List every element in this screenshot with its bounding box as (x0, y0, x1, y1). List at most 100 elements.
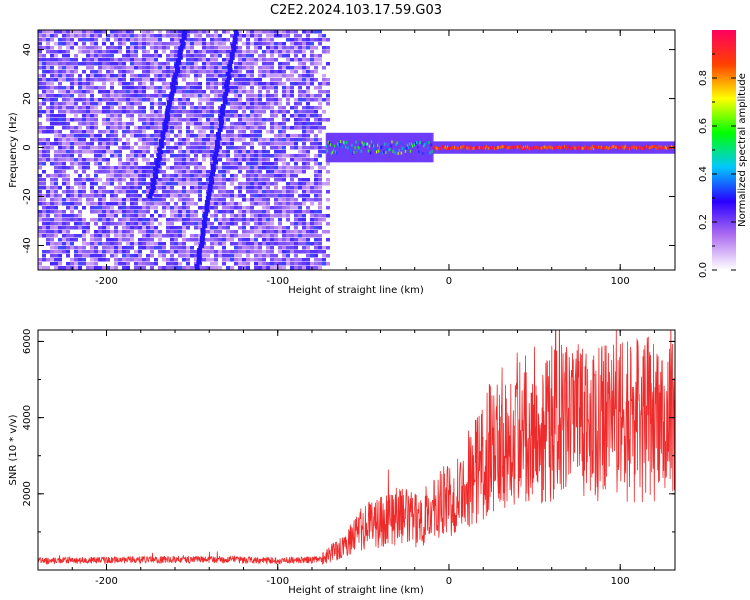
spectrogram-cell (74, 258, 78, 262)
spectrogram-cell (162, 202, 166, 206)
spectrogram-cell (258, 130, 262, 134)
spectrogram-cell (134, 158, 138, 162)
spectrogram-cell (138, 98, 142, 102)
spectrogram-cell (38, 202, 42, 206)
spectrogram-cell (98, 234, 102, 238)
spectrogram-cell (134, 166, 138, 170)
spectrogram-cell (38, 230, 42, 234)
spectrogram-cell (246, 94, 250, 98)
spectrogram-cell (102, 250, 106, 254)
spectrogram-cell (278, 202, 282, 206)
spectrogram-cell (218, 34, 222, 38)
spectrogram-cell (238, 242, 242, 246)
spectrogram-cell (142, 166, 146, 170)
spectrogram-cell (106, 34, 110, 38)
spectrogram-cell (166, 262, 170, 266)
spectrogram-cell (78, 146, 82, 150)
spectrogram-cell (226, 50, 230, 54)
spectrogram-cell (314, 170, 318, 174)
spectrogram-cell (158, 38, 162, 42)
spectrogram-cell (62, 34, 66, 38)
spectrogram-cell (138, 154, 142, 158)
spectrogram-cell (262, 66, 266, 70)
spectrogram-cell (182, 214, 186, 218)
spectrogram-cell (106, 150, 110, 154)
spectrogram-cell (126, 86, 130, 90)
spectrogram-cell (210, 102, 214, 106)
spectrogram-cell (318, 202, 322, 206)
spectrogram-cell (302, 262, 306, 266)
spectrogram-cell (314, 234, 318, 238)
spectrogram-cell (94, 238, 98, 242)
spectrogram-cell (302, 182, 306, 186)
spectrogram-streak (226, 76, 232, 80)
spectrogram-cell (250, 162, 254, 166)
spectrogram-cell (262, 30, 266, 34)
spectrogram-cell (302, 222, 306, 226)
spectrogram-cell (218, 62, 222, 66)
spectrogram-cell (214, 34, 218, 38)
spectrogram-cell (130, 230, 134, 234)
spectrogram-cell (302, 150, 306, 154)
spectrogram-cell (246, 118, 250, 122)
spectrogram-cell (206, 86, 210, 90)
spectrogram-cell (254, 182, 258, 186)
spectrogram-cell (258, 134, 262, 138)
y-tick-label: 40 (22, 43, 33, 56)
spectrogram-cell (106, 38, 110, 42)
spectrogram-cell (122, 94, 126, 98)
spectrogram-cell (294, 138, 298, 142)
spectrogram-cell (142, 262, 146, 266)
spectrogram-cell (314, 242, 318, 246)
spectrogram-cell (254, 94, 258, 98)
spectrogram-cell (266, 250, 270, 254)
spectrogram-cell (258, 194, 262, 198)
spectrogram-cell (302, 58, 306, 62)
spectrogram-cell (274, 262, 278, 266)
spectrogram-cell (94, 70, 98, 74)
spectrogram-cell (278, 82, 282, 86)
spectrogram-cell (102, 210, 106, 214)
spectrogram-cell (170, 258, 174, 262)
spectrogram-cell (314, 214, 318, 218)
spectrogram-cell (86, 250, 90, 254)
spectrogram-cell (50, 218, 54, 222)
spectrogram-cell (230, 182, 234, 186)
spectrogram-cell (178, 114, 182, 118)
spectrogram-cell (146, 162, 150, 166)
spectrogram-cell (50, 86, 54, 90)
spectrogram-cell (38, 234, 42, 238)
spectrogram-cell (302, 238, 306, 242)
spectrogram-cell (290, 206, 294, 210)
spectrogram-cell (162, 246, 166, 250)
spectrogram-cell (90, 58, 94, 62)
spectrogram-cell (250, 130, 254, 134)
spectrogram-cell (126, 54, 130, 58)
spectrogram-cell (50, 30, 54, 34)
spectrogram-cell (38, 62, 42, 66)
spectrogram-cell (242, 90, 246, 94)
spectrogram-cell (298, 138, 302, 142)
spectrogram-cell (278, 62, 282, 66)
spectrogram-cell (210, 258, 214, 262)
spectrogram-streak (222, 96, 228, 100)
spectrogram-cell (278, 250, 282, 254)
spectrogram-cell (314, 138, 318, 142)
spectrogram-cell (166, 42, 170, 46)
spectrogram-cell (318, 222, 322, 226)
spectrogram-streak (223, 84, 229, 88)
spectrogram-cell (98, 238, 102, 242)
spectrogram-cell (214, 54, 218, 58)
spectrogram-cell (250, 190, 254, 194)
spectrogram-cell (222, 234, 226, 238)
spectrogram-cell (250, 150, 254, 154)
spectrogram-cell (310, 138, 314, 142)
spectrogram-cell (102, 158, 106, 162)
spectrogram-cell (98, 110, 102, 114)
spectrogram-cell (238, 46, 242, 50)
spectrogram-cell (302, 246, 306, 250)
spectrogram-cell (138, 210, 142, 214)
spectrogram-cell (62, 126, 66, 130)
spectrogram-streak (213, 160, 219, 164)
spectrogram-cell (274, 170, 278, 174)
